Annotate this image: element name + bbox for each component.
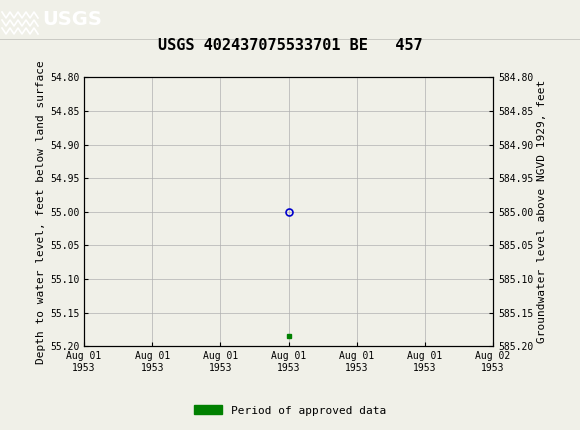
Legend: Period of approved data: Period of approved data bbox=[190, 401, 390, 420]
Text: USGS 402437075533701 BE   457: USGS 402437075533701 BE 457 bbox=[158, 38, 422, 52]
Text: USGS: USGS bbox=[42, 10, 102, 30]
Y-axis label: Depth to water level, feet below land surface: Depth to water level, feet below land su… bbox=[36, 60, 46, 364]
Y-axis label: Groundwater level above NGVD 1929, feet: Groundwater level above NGVD 1929, feet bbox=[537, 80, 548, 344]
